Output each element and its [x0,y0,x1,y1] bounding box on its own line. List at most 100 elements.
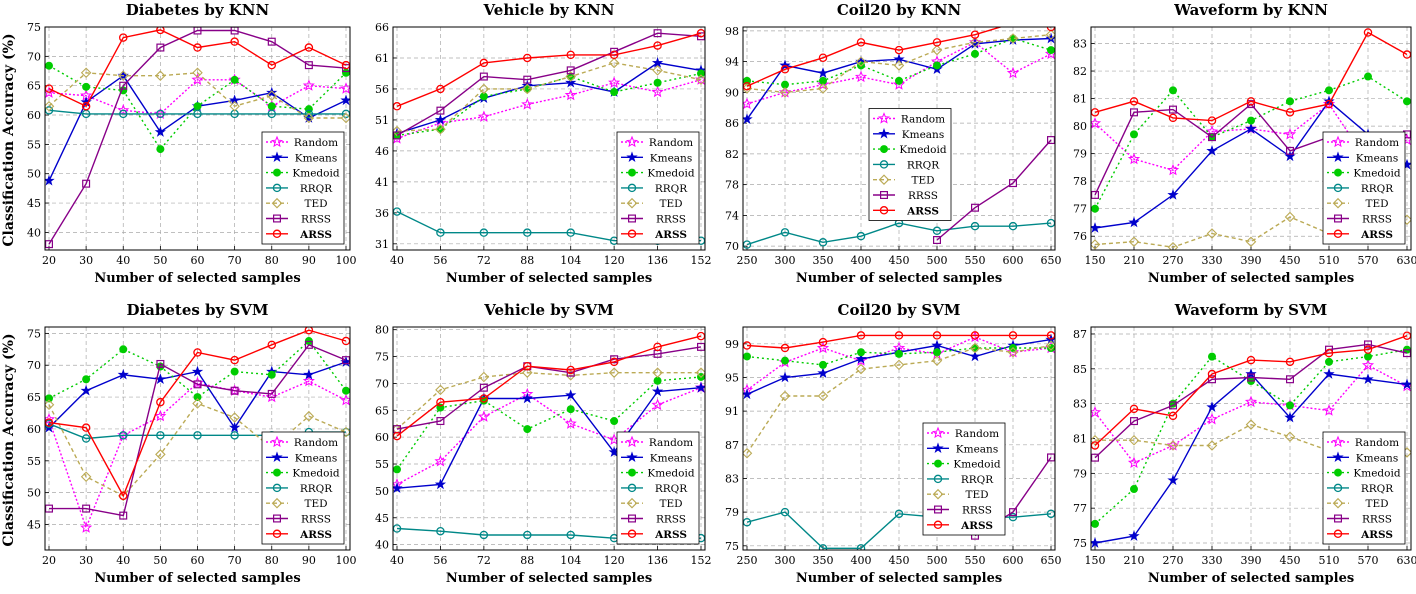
data-point [82,504,91,513]
legend-label: RRQR [300,483,333,495]
data-point [1284,411,1296,423]
x-axis-label: Number of selected samples [94,571,300,586]
y-tick-label: 95 [725,371,739,384]
subplot-5: 45 50 55 60 65 70 75 20 30 40 50 60 70 80 90 100 Diabete… [27,301,357,586]
legend-label: RRSS [301,214,331,226]
x-tick-label: 300 [775,554,796,567]
data-point [1245,236,1257,248]
series-line [396,346,702,430]
data-point [566,228,575,237]
legend-label: TED [1365,498,1388,510]
series-line [1094,335,1408,447]
data-point [45,61,53,70]
data-point [230,355,239,365]
legend-label: TED [965,489,988,501]
data-point [266,90,278,101]
data-point [1167,241,1179,250]
legend-label: Kmedoid [292,168,339,180]
legend-label: Random [294,137,338,149]
data-point [80,67,92,79]
legend-marker [627,214,636,223]
legend-label: ARSS [960,520,993,532]
data-point [1285,357,1295,367]
data-point [1364,72,1372,81]
y-tick-label: 79 [1073,148,1087,161]
data-point [267,340,276,350]
y-tick-label: 83 [1073,398,1087,411]
x-tick-label: 510 [1319,254,1340,267]
data-point [1284,211,1296,223]
x-tick-label: 650 [1041,254,1062,267]
data-point [818,544,828,550]
data-point [434,454,447,467]
series-kmedoid [1091,72,1411,213]
data-point [653,41,662,50]
data-point [1361,358,1375,371]
series-line [746,347,1051,366]
x-tick-label: 570 [1358,554,1379,567]
data-point [1128,434,1140,446]
data-point [1285,146,1294,155]
data-point [1007,33,1019,44]
series-rrqr [743,218,1055,249]
legend-marker [933,520,943,530]
y-tick-label: 82 [725,148,739,161]
data-point [479,72,488,81]
legend-label: ARSS [654,529,687,541]
legend-marker [1334,168,1342,177]
data-point [523,361,532,371]
data-point [609,50,619,60]
data-point [82,375,91,384]
data-point [155,70,166,81]
legend-label: RRSS [656,514,686,526]
data-point [393,125,403,137]
data-point [781,80,789,89]
legend-label: RRQR [1361,483,1394,495]
series-arss [1091,331,1411,450]
x-tick-label: 350 [813,554,834,567]
data-point [436,417,445,426]
legend-marker [627,514,636,523]
y-tick-label: 79 [1073,467,1087,480]
data-point [229,412,240,423]
legend: Random Kmeans Kmedoid RRQR TED RRSS ARSS [1322,431,1406,545]
data-point [521,392,533,404]
data-point [566,368,575,377]
legend-marker [933,474,943,484]
x-tick-label: 100 [336,554,357,567]
series-line [746,222,1052,246]
data-point [193,431,202,440]
data-point [893,60,905,71]
legend-marker [270,135,284,148]
legend-marker [1333,229,1343,239]
y-tick-label: 75 [1073,537,1087,550]
legend-marker [271,497,283,509]
x-tick-label: 500 [927,254,948,267]
data-point [894,509,904,519]
data-point [523,228,532,237]
series-line [396,32,702,107]
data-point [780,343,790,353]
data-point [1403,97,1411,106]
series-line [396,387,702,486]
x-tick-label: 650 [1041,554,1062,567]
data-point [156,145,165,154]
x-tick-label: 120 [604,554,625,567]
x-axis-label: Number of selected samples [446,571,652,586]
data-point [1245,123,1257,134]
data-point [779,371,791,383]
data-point [1047,344,1055,353]
data-point [696,342,705,351]
data-point [80,471,92,483]
x-tick-label: 270 [1163,554,1184,567]
legend-label: RRQR [300,183,333,195]
data-point [1169,86,1177,95]
data-point [609,357,619,367]
legend-marker [933,505,942,514]
legend-marker [272,229,282,239]
data-point [230,367,239,376]
series-line [396,62,702,135]
y-tick-label: 91 [725,405,739,418]
x-tick-label: 60 [191,254,205,267]
legend-label: Random [955,428,999,440]
